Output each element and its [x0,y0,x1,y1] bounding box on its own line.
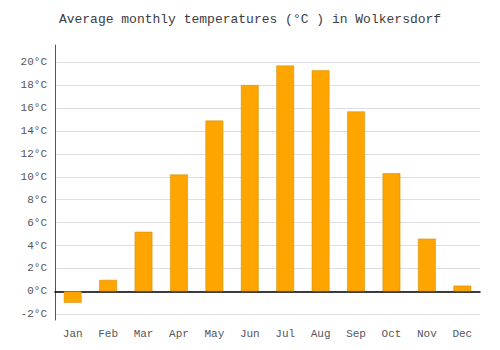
svg-text:14°C: 14°C [21,125,48,137]
svg-text:10°C: 10°C [21,171,48,183]
svg-text:Sep: Sep [346,328,366,340]
svg-text:Nov: Nov [417,328,437,340]
svg-text:Average monthly temperatures (: Average monthly temperatures (°C ) in Wo… [59,12,441,27]
svg-text:Mar: Mar [134,328,154,340]
svg-text:2°C: 2°C [27,262,47,274]
svg-text:May: May [204,328,224,340]
svg-text:16°C: 16°C [21,102,48,114]
svg-text:12°C: 12°C [21,148,48,160]
svg-text:Jul: Jul [275,328,295,340]
svg-text:8°C: 8°C [27,194,47,206]
svg-text:20°C: 20°C [21,56,48,68]
svg-text:Apr: Apr [169,328,189,340]
svg-text:18°C: 18°C [21,79,48,91]
svg-text:Feb: Feb [98,328,118,340]
svg-text:0°C: 0°C [27,285,47,297]
svg-text:Jun: Jun [240,328,260,340]
svg-text:Dec: Dec [452,328,472,340]
svg-text:Aug: Aug [311,328,331,340]
svg-text:Oct: Oct [382,328,402,340]
svg-text:4°C: 4°C [27,240,47,252]
svg-text:6°C: 6°C [27,217,47,229]
svg-text:-2°C: -2°C [21,308,48,320]
svg-text:Jan: Jan [63,328,83,340]
